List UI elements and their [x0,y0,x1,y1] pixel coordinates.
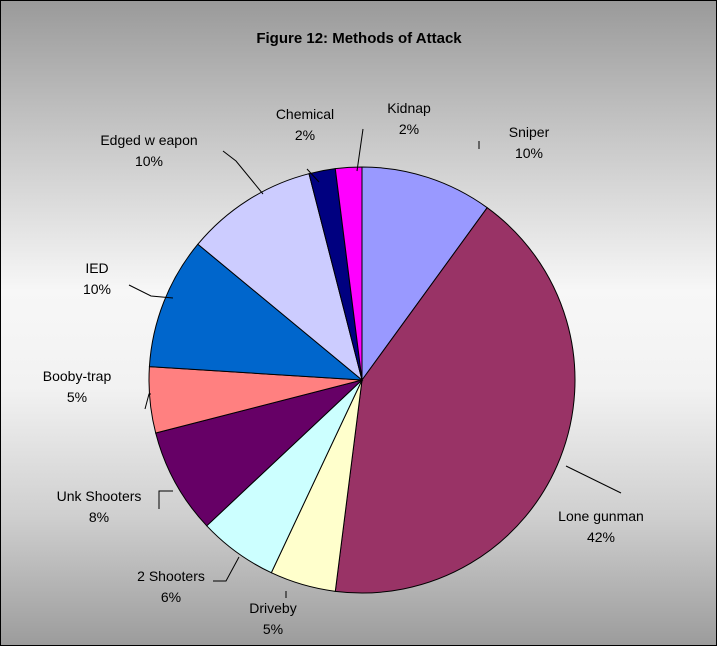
slice-label-name: Lone gunman [558,508,644,524]
slice-label: IED 10% [83,260,111,297]
slice-label-percent: 10% [515,145,543,161]
slice-label: Edged w eapon 10% [100,132,197,169]
leader-line [158,490,173,509]
pie-slice-edged-w-eapon [197,173,363,382]
slice-label-percent: 5% [263,621,283,637]
slice-label-percent: 2% [399,121,419,137]
slice-label: Unk Shooters 8% [57,488,142,525]
pie-slices [148,166,576,594]
slice-label-name: Kidnap [387,100,431,116]
slice-label-percent: 10% [83,281,111,297]
slice-label: Kidnap 2% [387,100,431,137]
leader-line [222,150,264,195]
slice-label-percent: 6% [161,589,181,605]
slice-label-name: IED [85,260,108,276]
pie-slice-kidnap [334,166,363,381]
chart-title: Figure 12: Methods of Attack [256,30,462,47]
slice-label: Lone gunman 42% [558,508,644,545]
slice-label-name: Booby-trap [43,368,112,384]
pie-slice-unk-shooters [155,379,363,527]
leader-line [565,465,622,494]
slice-label-percent: 2% [295,127,315,143]
slice-label-percent: 5% [67,389,87,405]
slice-label-name: Chemical [276,106,334,122]
pie-slice-lone-gunman [334,206,576,594]
slice-label-percent: 8% [89,509,109,525]
slice-label: Sniper 10% [509,124,550,161]
pie-slice-sniper [361,166,488,382]
leader-lines [128,128,622,598]
pie-slice-ied [148,243,364,381]
leader-line [306,168,320,183]
leader-line [144,393,151,410]
leader-line [128,284,174,299]
slice-label-name: Driveby [249,600,296,616]
slice-label-name: Edged w eapon [100,132,197,148]
slice-label: Booby-trap 5% [43,368,112,405]
slice-label-percent: 42% [587,529,615,545]
slice-label-name: Unk Shooters [57,488,142,504]
slice-labels: Sniper 10% Lone gunman 42% Driveby 5% 2 Shoote… [43,100,644,637]
slice-label-name: 2 Shooters [137,568,205,584]
leader-line [213,556,240,582]
slice-label-percent: 10% [135,153,163,169]
slice-label: Chemical 2% [276,106,334,143]
leader-line [356,128,364,172]
slice-label: Driveby 5% [249,600,296,637]
slice-label-name: Sniper [509,124,550,140]
slice-label: 2 Shooters 6% [137,568,205,605]
